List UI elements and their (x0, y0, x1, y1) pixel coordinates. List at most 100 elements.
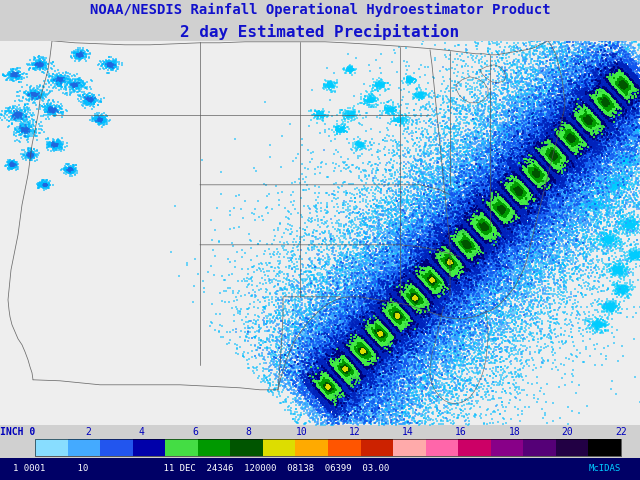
Point (515, 191, 525, 198)
Point (491, 109, 501, 117)
Point (532, 132, 543, 140)
Point (324, 354, 334, 361)
Point (360, 93, 370, 101)
Point (516, 316, 527, 324)
Point (426, 279, 436, 287)
Point (380, 321, 390, 328)
Point (361, 322, 371, 329)
Point (607, 125, 618, 133)
Point (583, 122, 593, 130)
Point (506, 189, 516, 197)
Point (564, 135, 574, 143)
Point (480, 225, 490, 232)
Point (465, 257, 476, 264)
Point (506, 190, 516, 197)
Point (497, 182, 508, 190)
Point (435, 324, 445, 332)
Point (241, 357, 252, 364)
Point (406, 294, 417, 301)
Point (523, 136, 533, 144)
Point (509, 227, 519, 235)
Point (79, 51, 89, 59)
Point (514, 194, 524, 202)
Point (379, 338, 389, 346)
Point (571, 128, 581, 135)
Point (80, 79, 90, 87)
Point (517, 186, 527, 194)
Point (570, 110, 580, 118)
Point (588, 116, 598, 123)
Point (388, 312, 398, 319)
Point (513, 189, 523, 196)
Point (500, 207, 510, 215)
Point (419, 289, 429, 297)
Point (309, 374, 319, 382)
Point (532, 160, 542, 168)
Point (493, 205, 504, 213)
Point (468, 207, 478, 215)
Point (474, 223, 484, 231)
Point (572, 131, 582, 138)
Point (594, 94, 604, 102)
Point (495, 226, 505, 233)
Point (371, 384, 381, 392)
Point (397, 285, 408, 293)
Point (334, 399, 344, 407)
Point (338, 368, 348, 376)
Point (449, 264, 460, 271)
Point (494, 210, 504, 217)
Point (445, 254, 455, 262)
Point (535, 270, 545, 277)
Point (391, 290, 401, 298)
Point (350, 110, 360, 118)
Point (580, 116, 590, 124)
Point (391, 306, 401, 313)
Point (570, 152, 580, 160)
Point (337, 342, 347, 349)
Point (596, 143, 607, 151)
Point (367, 351, 377, 359)
Point (393, 314, 403, 322)
Point (523, 154, 533, 161)
Point (480, 236, 490, 243)
Point (360, 260, 370, 268)
Point (561, 129, 572, 137)
Point (378, 326, 388, 334)
Point (371, 94, 381, 101)
Point (614, 92, 625, 100)
Point (588, 94, 598, 101)
Point (380, 324, 390, 332)
Point (493, 212, 504, 220)
Point (620, 80, 630, 88)
Point (407, 76, 417, 84)
Point (570, 231, 580, 239)
Point (392, 316, 403, 324)
Point (623, 86, 634, 94)
Point (321, 413, 331, 420)
Point (545, 152, 556, 159)
Point (612, 192, 623, 200)
Point (349, 349, 360, 357)
Point (285, 381, 295, 388)
Point (95, 116, 105, 123)
Point (564, 134, 574, 142)
Point (610, 84, 620, 91)
Point (612, 237, 623, 245)
Point (395, 349, 405, 357)
Point (340, 416, 350, 423)
Point (379, 320, 389, 328)
Point (580, 84, 591, 92)
Point (492, 181, 502, 189)
Point (509, 184, 520, 192)
Point (346, 66, 356, 73)
Point (541, 198, 552, 205)
Point (518, 189, 529, 196)
Point (392, 283, 402, 290)
Point (404, 264, 415, 271)
Point (460, 241, 470, 249)
Point (356, 342, 367, 350)
Point (601, 101, 611, 108)
Point (326, 373, 336, 381)
Point (625, 82, 635, 89)
Point (568, 129, 578, 137)
